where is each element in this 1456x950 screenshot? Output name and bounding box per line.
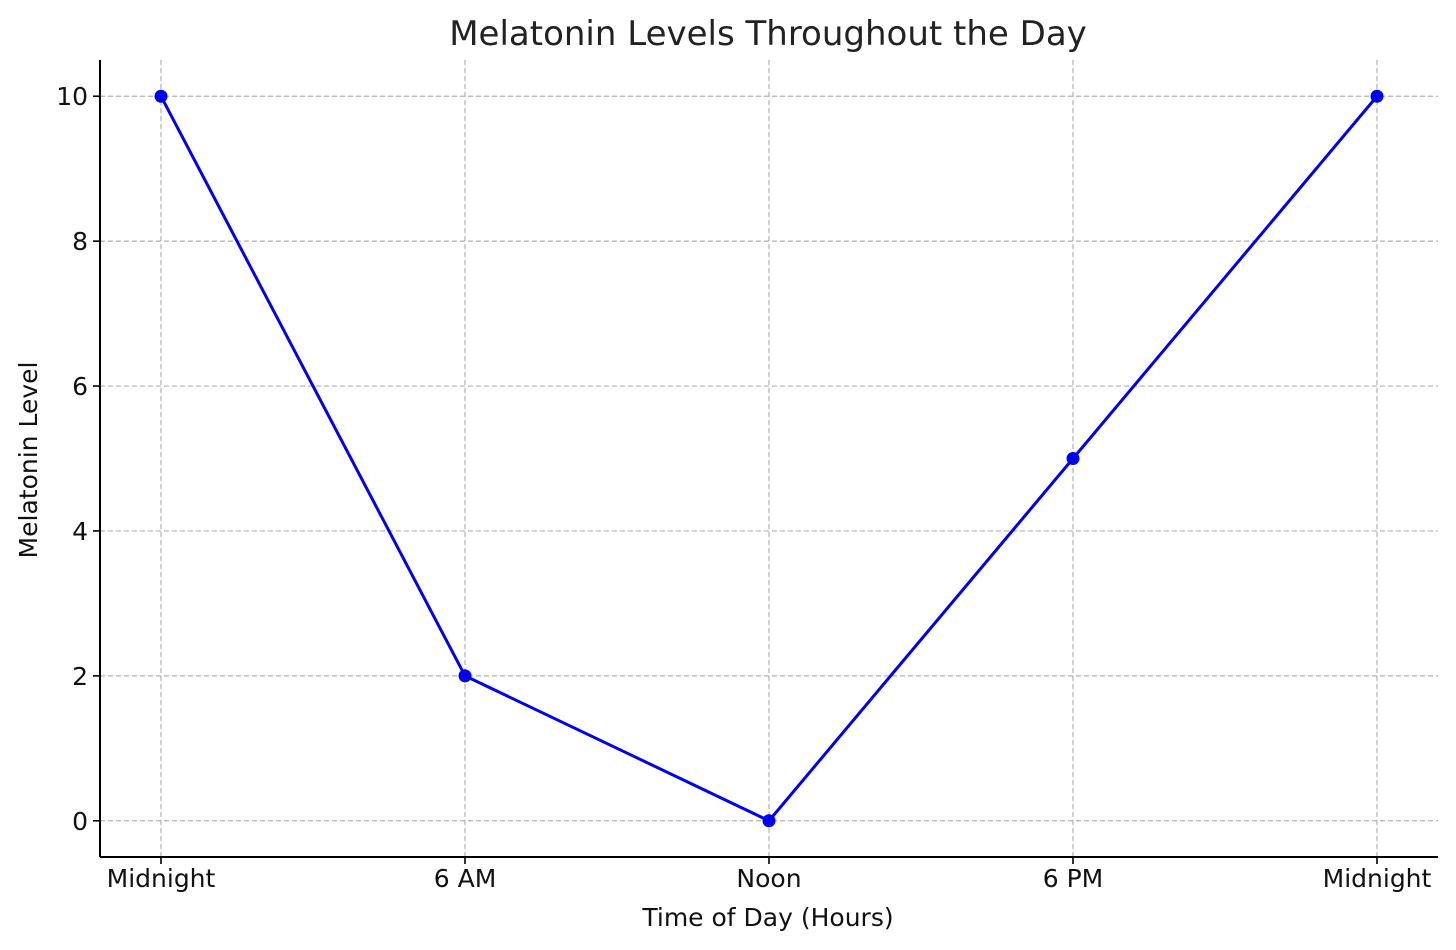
y-tick-label: 2 — [72, 662, 88, 691]
x-ticks: Midnight 6 AM Noon 6 PM Midnight — [107, 857, 1432, 893]
y-tick-label: 8 — [72, 227, 88, 256]
data-point — [458, 669, 472, 683]
chart-title: Melatonin Levels Throughout the Day — [449, 14, 1087, 54]
data-point — [1066, 452, 1080, 465]
data-point — [762, 814, 776, 828]
x-tick-label: Noon — [736, 864, 801, 893]
data-point — [154, 89, 168, 103]
series-group — [154, 89, 1384, 828]
axes — [99, 60, 1438, 858]
x-axis-label: Time of Day (Hours) — [641, 903, 893, 932]
y-tick-label: 0 — [72, 807, 88, 836]
x-tick-label: Midnight — [107, 864, 216, 893]
data-point — [1370, 89, 1384, 103]
x-tick-label: 6 PM — [1043, 864, 1104, 893]
x-tick-label: 6 AM — [434, 864, 497, 893]
y-axis-label: Melatonin Level — [14, 362, 43, 559]
y-tick-label: 6 — [72, 372, 88, 401]
y-tick-label: 4 — [72, 517, 88, 546]
y-tick-label: 10 — [56, 82, 88, 111]
x-tick-label: Midnight — [1323, 864, 1432, 893]
y-ticks: 0 2 4 6 8 10 — [56, 82, 100, 836]
grid-lines — [100, 60, 1438, 857]
